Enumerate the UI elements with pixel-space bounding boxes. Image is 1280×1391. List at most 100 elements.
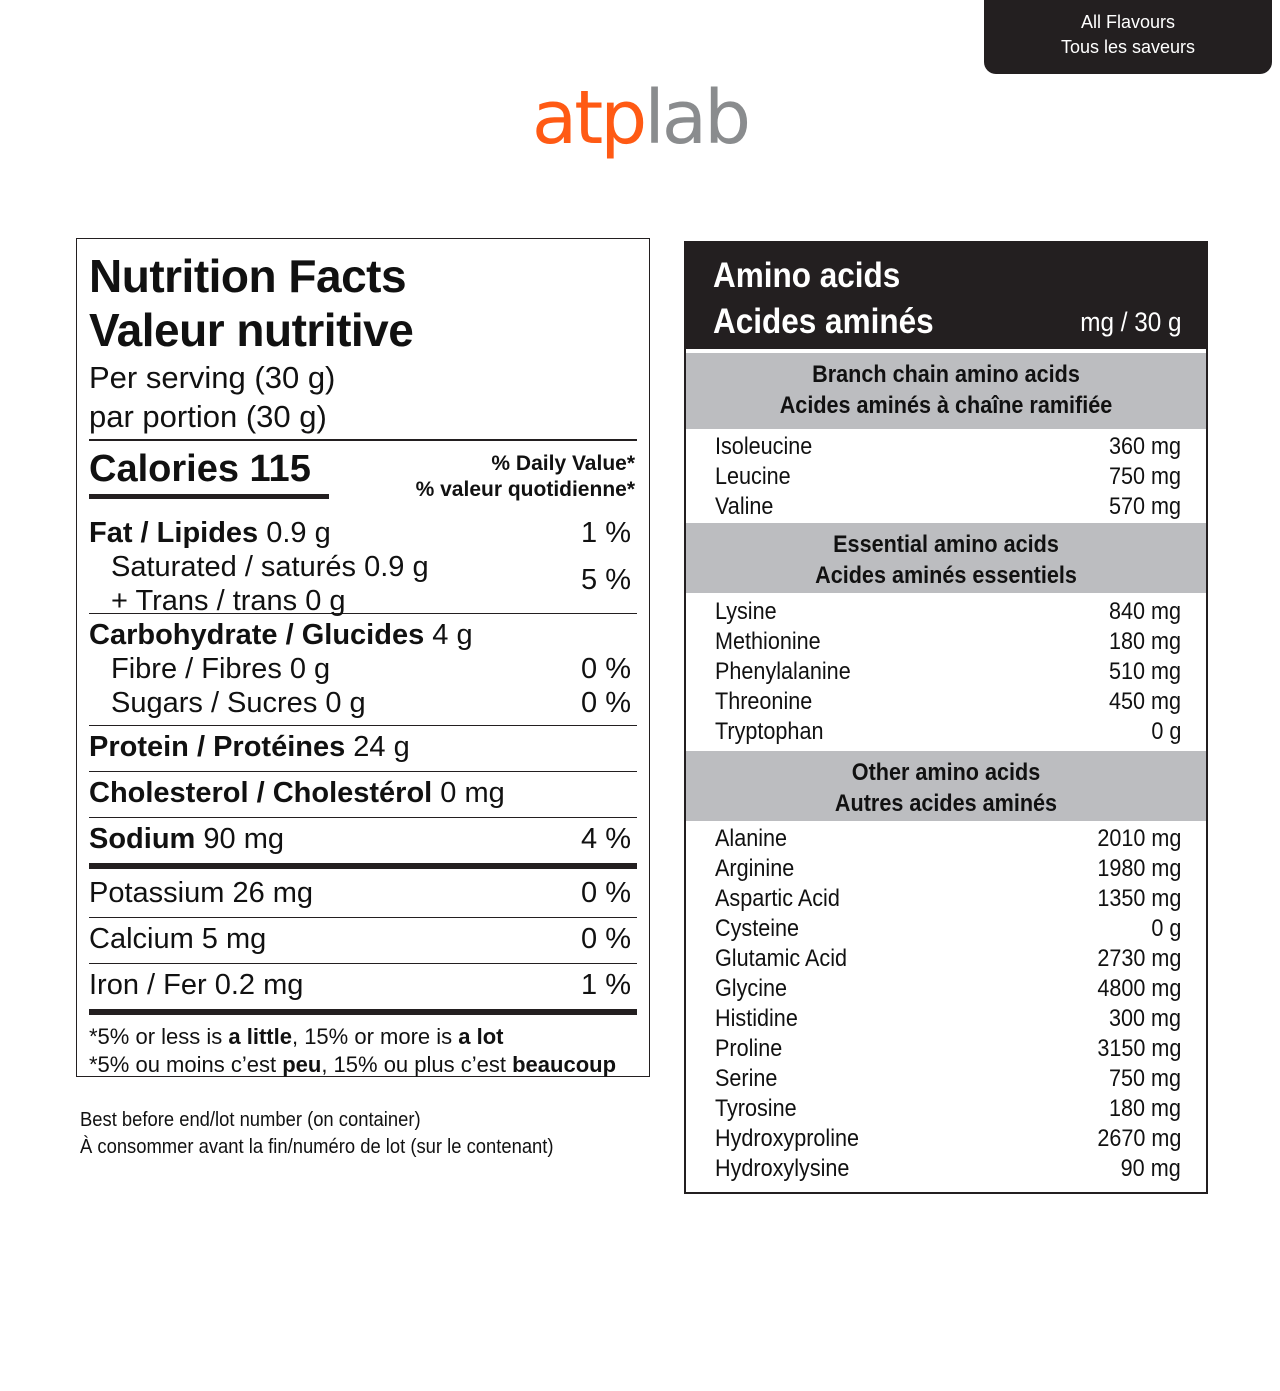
- amino-value: 1980 mg: [1096, 855, 1181, 882]
- list-item: Arginine 1980 mg: [715, 854, 1181, 884]
- list-item: Serine 750 mg: [715, 1064, 1181, 1094]
- carb-label: Carbohydrate / Glucides: [89, 619, 425, 651]
- amino-value: 570 mg: [1108, 493, 1181, 520]
- carb-amount: 4 g: [432, 619, 473, 651]
- daily-value-fr: % valeur quotidienne*: [415, 478, 635, 501]
- footnote-fr-c: , 15% ou plus c’est: [321, 1052, 513, 1077]
- list-item: Histidine 300 mg: [715, 1004, 1181, 1034]
- list-item: Aspartic Acid 1350 mg: [715, 884, 1181, 914]
- section-header-bcaa: Branch chain amino acids Acides aminés à…: [686, 353, 1206, 429]
- amino-name: Hydroxyproline: [715, 1125, 860, 1152]
- other-list: Alanine 2010 mg Arginine 1980 mg Aspartic …: [686, 821, 1206, 1184]
- thick-divider: [89, 1009, 637, 1015]
- best-before-note: Best before end/lot number (on container…: [80, 1107, 554, 1161]
- divider: [89, 963, 637, 964]
- amino-name: Lysine: [715, 598, 777, 625]
- divider: [89, 917, 637, 918]
- amino-name: Isoleucine: [715, 433, 813, 460]
- footnote-en-d: a lot: [458, 1024, 504, 1049]
- amino-name: Glutamic Acid: [715, 945, 848, 972]
- saturated-row: Saturated / saturés 0.9 g: [111, 551, 429, 583]
- iron-row: Iron / Fer 0.2 mg 1 %: [89, 964, 637, 1009]
- divider: [89, 613, 637, 614]
- fibre-row: Fibre / Fibres 0 g 0 %: [89, 652, 637, 686]
- amino-name: Threonine: [715, 688, 813, 715]
- amino-name: Tyrosine: [715, 1095, 797, 1122]
- list-item: Phenylalanine 510 mg: [715, 657, 1181, 687]
- section-title-en: Branch chain amino acids: [812, 361, 1080, 388]
- amino-value: 750 mg: [1108, 463, 1181, 490]
- fat-row: Fat / Lipides 0.9 g 1 %: [89, 516, 637, 550]
- amino-name: Histidine: [715, 1005, 798, 1032]
- amino-name: Phenylalanine: [715, 658, 851, 685]
- best-before-fr: À consommer avant la fin/numéro de lot (…: [80, 1136, 554, 1158]
- amino-value: 360 mg: [1108, 433, 1181, 460]
- footnote-en-c: , 15% or more is: [291, 1024, 459, 1049]
- iron-label: Iron / Fer 0.2 mg: [89, 969, 304, 1001]
- amino-title-fr: Acides aminés: [713, 302, 934, 341]
- footnote-fr: *5% ou moins c’est peu, 15% ou plus c’es…: [89, 1051, 637, 1079]
- sodium-row: Sodium 90 mg 4 %: [89, 818, 637, 863]
- cholesterol-row: Cholesterol / Cholestérol 0 mg: [89, 772, 637, 817]
- footnote: *5% or less is a little, 15% or more is …: [89, 1015, 637, 1079]
- daily-value-header: % Daily Value* % valeur quotidienne*: [416, 451, 635, 503]
- calories-underline: [89, 494, 329, 499]
- amino-name: Proline: [715, 1035, 783, 1062]
- list-item: Hydroxyproline 2670 mg: [715, 1124, 1181, 1154]
- list-item: Glutamic Acid 2730 mg: [715, 944, 1181, 974]
- amino-name: Serine: [715, 1065, 778, 1092]
- section-title-fr: Autres acides aminés: [834, 790, 1058, 817]
- serving-size-en: Per serving (30 g): [89, 360, 336, 395]
- sodium-pct: 4 %: [581, 823, 631, 855]
- list-item: Glycine 4800 mg: [715, 974, 1181, 1004]
- amino-value: 180 mg: [1108, 1095, 1181, 1122]
- amino-value: 750 mg: [1108, 1065, 1181, 1092]
- protein-amount: 24 g: [353, 731, 410, 763]
- daily-value-en: % Daily Value*: [491, 452, 635, 475]
- fat-label: Fat / Lipides: [89, 517, 259, 549]
- header-gap: [686, 349, 1206, 353]
- amino-value: 300 mg: [1108, 1005, 1181, 1032]
- essential-list: Lysine 840 mg Methionine 180 mg Phenylalan…: [686, 593, 1206, 751]
- amino-value: 0 g: [1150, 915, 1181, 942]
- logo-part-lab: lab: [644, 75, 751, 161]
- section-title-fr: Acides aminés à chaîne ramifiée: [779, 392, 1113, 419]
- calories-row: Calories 115 % Daily Value* % valeur quo…: [89, 441, 637, 513]
- amino-name: Arginine: [715, 855, 795, 882]
- footnote-en-b: a little: [228, 1024, 292, 1049]
- divider: [89, 725, 637, 726]
- carb-row: Carbohydrate / Glucides 4 g: [89, 618, 637, 652]
- fibre-label: Fibre / Fibres 0 g: [111, 653, 331, 685]
- potassium-pct: 0 %: [581, 877, 631, 909]
- potassium-label: Potassium 26 mg: [89, 877, 314, 909]
- best-before-en: Best before end/lot number (on container…: [80, 1109, 421, 1131]
- amino-name: Hydroxylysine: [715, 1155, 850, 1182]
- calcium-label: Calcium 5 mg: [89, 923, 267, 955]
- carbohydrate-block: Carbohydrate / Glucides 4 g Fibre / Fibr…: [89, 614, 637, 725]
- list-item: Tyrosine 180 mg: [715, 1094, 1181, 1124]
- footnote-fr-d: beaucoup: [512, 1052, 617, 1077]
- protein-row: Protein / Protéines 24 g: [89, 726, 637, 771]
- brand-logo: atplab: [0, 78, 1280, 158]
- list-item: Hydroxylysine 90 mg: [715, 1154, 1181, 1184]
- divider: [89, 771, 637, 772]
- amino-unit: mg / 30 g: [1080, 307, 1182, 337]
- amino-name: Glycine: [715, 975, 788, 1002]
- amino-value: 2010 mg: [1096, 825, 1181, 852]
- list-item: Lysine 840 mg: [715, 597, 1181, 627]
- nutrition-title-fr: Valeur nutritive: [89, 304, 414, 356]
- trans-row: + Trans / trans 0 g: [111, 585, 346, 617]
- flavour-tab: All Flavours Tous les saveurs: [984, 0, 1272, 74]
- amino-value: 4800 mg: [1096, 975, 1181, 1002]
- list-item: Proline 3150 mg: [715, 1034, 1181, 1064]
- fat-amount: 0.9 g: [266, 517, 331, 549]
- amino-name: Alanine: [715, 825, 788, 852]
- cholesterol-label: Cholesterol / Cholestérol: [89, 777, 433, 809]
- amino-value: 840 mg: [1108, 598, 1181, 625]
- bcaa-list: Isoleucine 360 mg Leucine 750 mg Valine 570…: [686, 429, 1206, 523]
- fibre-pct: 0 %: [581, 653, 631, 685]
- list-item: Leucine 750 mg: [715, 462, 1181, 492]
- list-item: Cysteine 0 g: [715, 914, 1181, 944]
- fat-pct: 1 %: [581, 517, 631, 549]
- serving-size-fr: par portion (30 g): [89, 399, 327, 434]
